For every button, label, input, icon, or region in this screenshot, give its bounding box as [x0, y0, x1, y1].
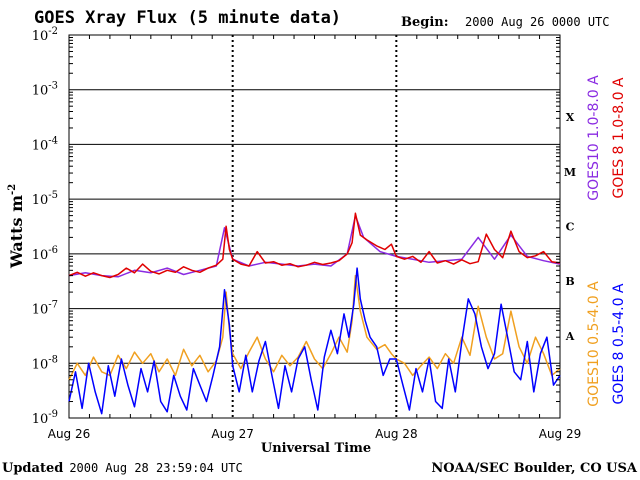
- legend-label: GOES10 1.0-8.0 A: [586, 75, 602, 201]
- x-tick-label: Aug 29: [539, 427, 582, 441]
- y-axis-label-text: Watts m: [7, 195, 26, 269]
- updated-value: 2000 Aug 28 23:59:04 UTC: [69, 461, 242, 475]
- y-tick-label: 10-7: [32, 300, 58, 318]
- y-tick-exponent: -7: [48, 300, 58, 311]
- flare-class-labels: A B C M X: [564, 111, 576, 343]
- flare-class-m: M: [564, 166, 576, 179]
- chart-title: GOES Xray Flux (5 minute data): [34, 8, 341, 28]
- series-line-0: [68, 214, 561, 278]
- legend-label: GOES 8 0.5-4.0 A: [611, 283, 627, 404]
- flare-class-c: C: [566, 221, 575, 234]
- y-tick-exponent: -4: [48, 135, 58, 146]
- y-tick-label: 10-2: [32, 26, 58, 44]
- flare-class-a: A: [565, 330, 575, 343]
- y-tick-exponent: -5: [48, 190, 58, 201]
- x-tick-label: Aug 28: [375, 427, 418, 441]
- series-line-3: [68, 267, 561, 415]
- gridlines: [69, 35, 560, 418]
- x-axis-ticks: Aug 26 Aug 27 Aug 28 Aug 29: [48, 35, 582, 441]
- y-tick-base: 10: [32, 303, 49, 318]
- y-tick-label: 10-5: [32, 190, 58, 208]
- flare-class-x: X: [566, 111, 575, 124]
- y-tick-exponent: -2: [48, 26, 58, 37]
- x-axis-label: Universal Time: [261, 441, 371, 456]
- y-tick-exponent: -3: [48, 81, 58, 92]
- series-line-2: [68, 274, 561, 381]
- legend-item: GOES 8 1.0-8.0 A: [611, 77, 627, 198]
- legend-item: GOES 8 0.5-4.0 A: [611, 283, 627, 404]
- x-tick-label: Aug 27: [211, 427, 254, 441]
- legend-item: GOES10 1.0-8.0 A: [586, 75, 602, 201]
- y-tick-exponent: -9: [48, 409, 58, 420]
- y-tick-label: 10-3: [32, 81, 58, 99]
- series-line-1: [68, 212, 561, 279]
- flare-class-b: B: [565, 275, 574, 288]
- source-credit: NOAA/SEC Boulder, CO USA: [431, 461, 638, 476]
- y-tick-label: 10-6: [32, 245, 58, 263]
- y-axis-label-exponent: -2: [7, 184, 18, 195]
- y-axis-label: Watts m-2: [7, 184, 26, 269]
- y-tick-base: 10: [32, 248, 49, 263]
- y-tick-label: 10-8: [32, 354, 58, 372]
- y-tick-base: 10: [32, 84, 49, 99]
- series-layer: [68, 212, 561, 415]
- y-tick-base: 10: [32, 357, 49, 372]
- svg-text:Watts m-2: Watts m-2: [7, 184, 26, 269]
- y-tick-label: 10-9: [32, 409, 58, 427]
- legend-label: GOES10 0.5-4.0 A: [586, 281, 602, 407]
- x-tick-label: Aug 26: [48, 427, 91, 441]
- y-tick-base: 10: [32, 29, 49, 44]
- y-tick-label: 10-4: [32, 135, 58, 153]
- y-tick-exponent: -6: [48, 245, 58, 256]
- y-tick-base: 10: [32, 138, 49, 153]
- y-tick-base: 10: [32, 412, 49, 427]
- legend-label: GOES 8 1.0-8.0 A: [611, 77, 627, 198]
- plot-frame: [68, 34, 561, 419]
- legend-item: GOES10 0.5-4.0 A: [586, 281, 602, 407]
- plot-area: 10-910-810-710-610-510-410-310-2 Aug 26 A…: [32, 26, 582, 441]
- updated-text: Updated 2000 Aug 28 23:59:04 UTC: [2, 461, 243, 476]
- legend: GOES10 1.0-8.0 A GOES 8 1.0-8.0 A GOES10 0…: [586, 75, 627, 407]
- updated-label: Updated: [2, 461, 63, 476]
- begin-value: 2000 Aug 26 0000 UTC: [465, 15, 610, 29]
- y-tick-exponent: -8: [48, 354, 58, 365]
- y-tick-base: 10: [32, 193, 49, 208]
- y-axis-ticks: 10-910-810-710-610-510-410-310-2: [32, 26, 560, 427]
- begin-label: Begin:: [401, 15, 449, 30]
